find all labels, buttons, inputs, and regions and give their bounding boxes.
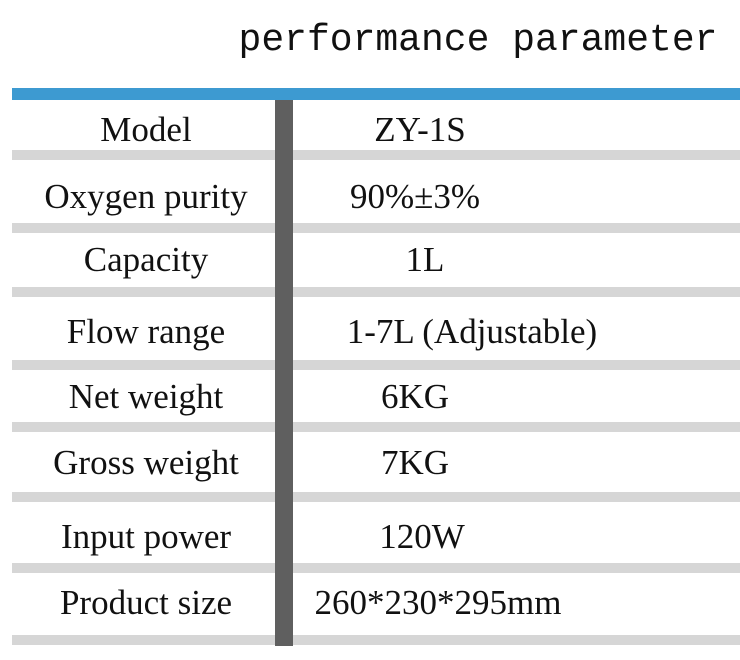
row-label: Oxygen purity (44, 177, 248, 216)
row-value: 1-7L (Adjustable) (347, 312, 597, 351)
row-separator (12, 492, 740, 502)
row-separator (12, 563, 740, 573)
row-value: 6KG (381, 377, 449, 416)
row-label: Gross weight (53, 443, 239, 482)
row-label: Input power (61, 517, 231, 556)
row-separator (12, 223, 740, 233)
row-separator (12, 287, 740, 297)
row-value: 7KG (381, 443, 449, 482)
row-value: 90%±3% (350, 177, 480, 216)
row-separator (12, 150, 740, 160)
row-value: 260*230*295mm (315, 583, 562, 622)
row-value: ZY-1S (374, 110, 465, 149)
row-separator (12, 360, 740, 370)
row-separator (12, 635, 740, 645)
column-divider (275, 100, 293, 646)
row-label: Capacity (84, 240, 209, 279)
row-value: 120W (379, 517, 465, 556)
row-label: Flow range (67, 312, 225, 351)
row-label: Product size (60, 583, 232, 622)
row-label: Model (100, 110, 192, 149)
row-separator (12, 422, 740, 432)
row-value: 1L (406, 240, 445, 279)
title: performance parameter (239, 19, 718, 62)
row-label: Net weight (69, 377, 224, 416)
header-bar (12, 88, 740, 100)
